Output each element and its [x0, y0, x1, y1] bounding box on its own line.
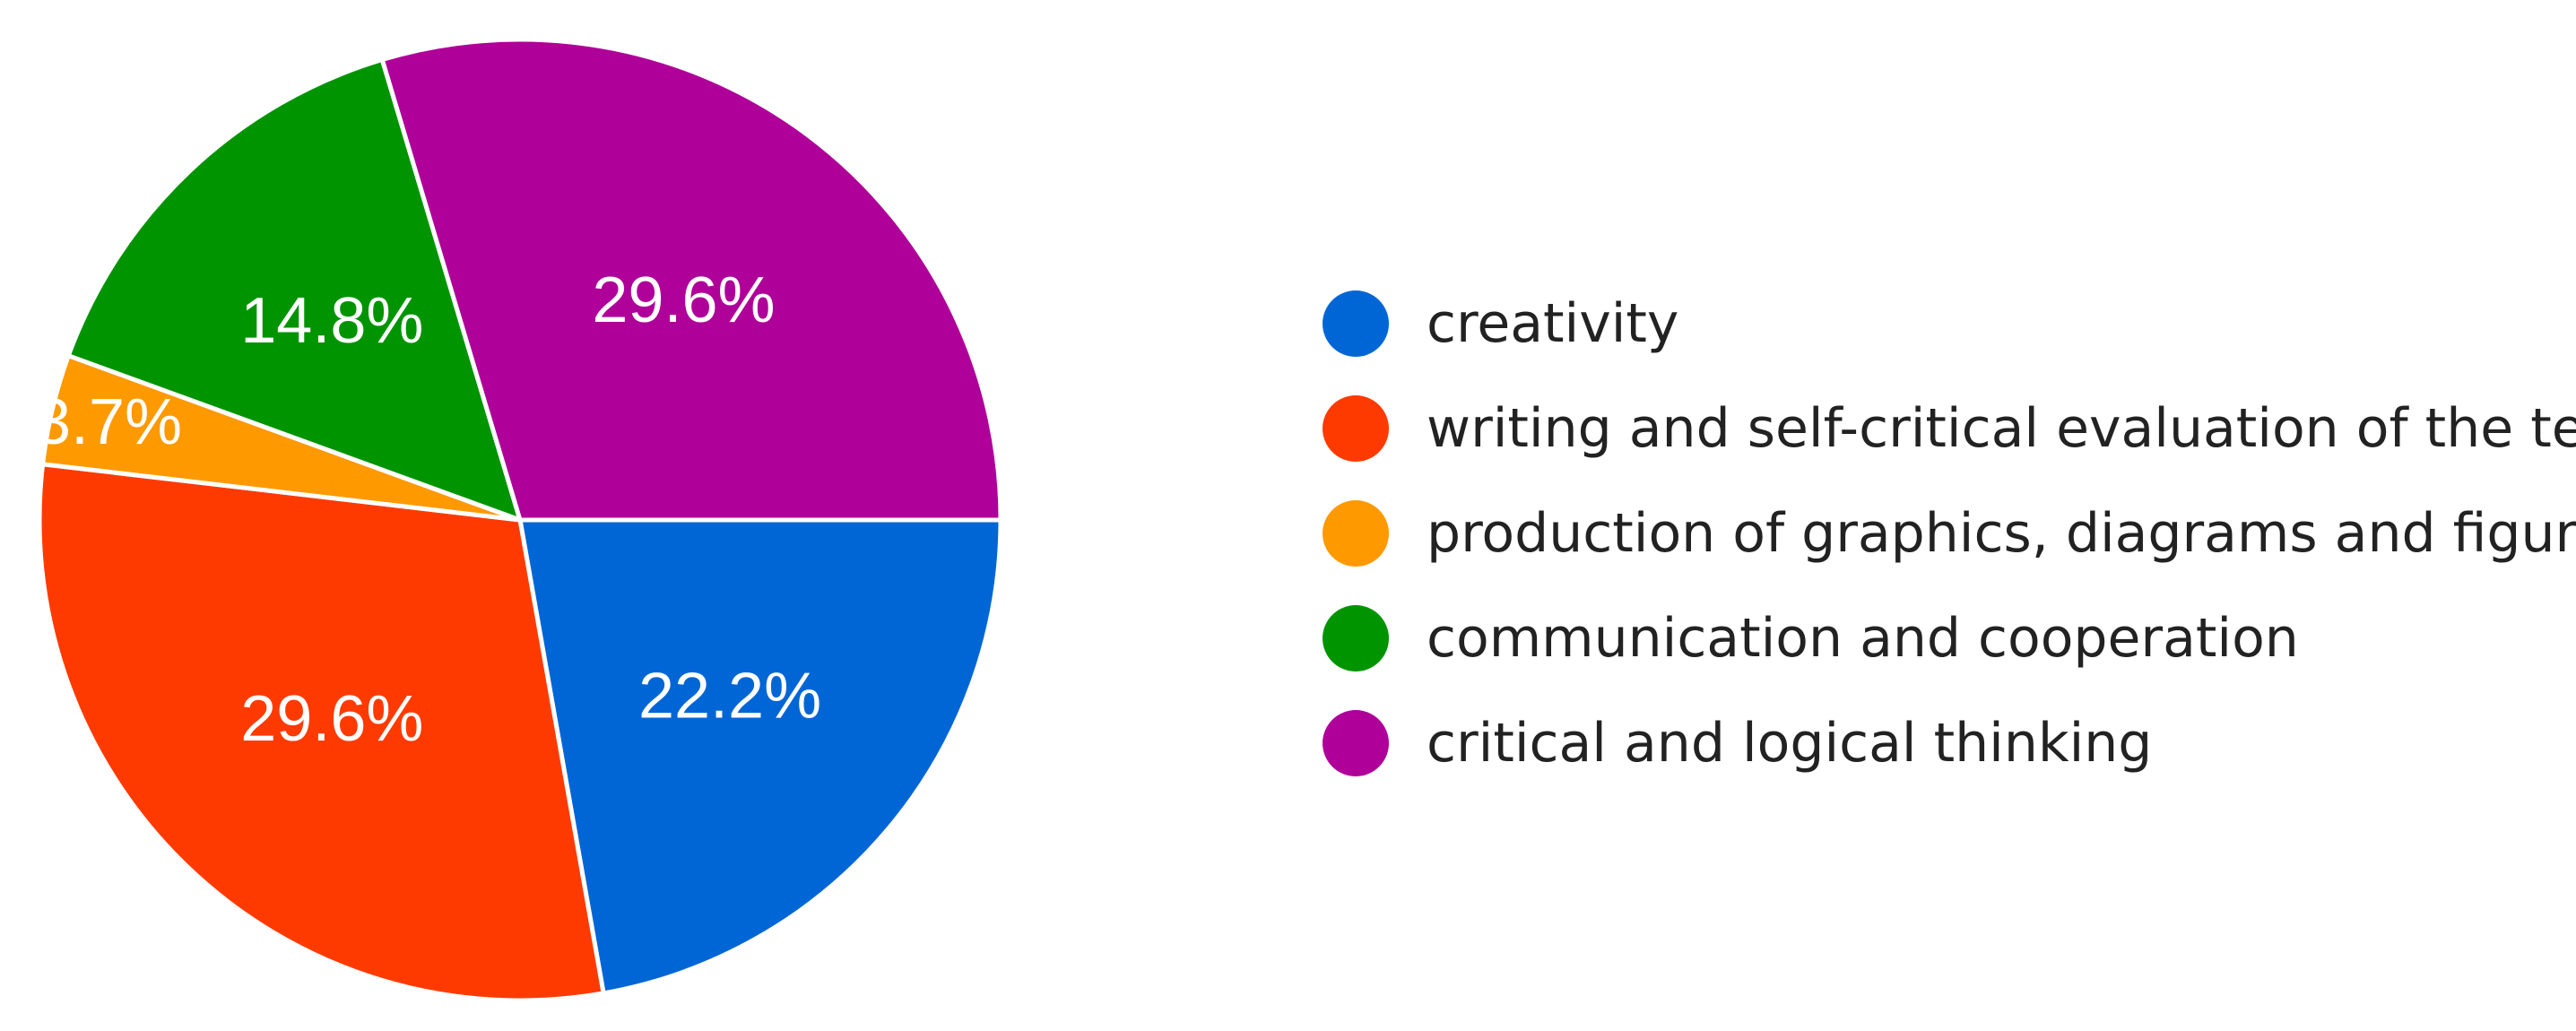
pie-slice-creativity: [517, 517, 1003, 996]
legend-swatch-creativity: [1323, 290, 1389, 357]
legend: creativity writing and self-critical eva…: [1323, 271, 2576, 795]
slice-label-communication: 14.8%: [240, 285, 423, 357]
legend-swatch-critical-thinking: [1323, 709, 1389, 776]
slice-label-graphics: 3.7%: [35, 386, 182, 458]
slice-label-creativity: 22.2%: [638, 660, 821, 732]
pie-slice-communication: [65, 57, 523, 523]
legend-item-critical-thinking: critical and logical thinking: [1323, 690, 2576, 795]
legend-item-creativity: creativity: [1323, 271, 2576, 376]
legend-item-graphics: production of graphics, diagrams and fig…: [1323, 481, 2576, 585]
legend-label-graphics: production of graphics, diagrams and fig…: [1427, 501, 2576, 565]
pie-slice-writing: [37, 462, 606, 1003]
legend-label-writing: writing and self-critical evaluation of …: [1427, 396, 2576, 460]
slice-label-writing: 29.6%: [240, 683, 423, 755]
legend-item-communication: communication and cooperation: [1323, 585, 2576, 690]
slice-label-critical-thinking: 29.6%: [592, 264, 775, 336]
legend-label-creativity: creativity: [1427, 291, 1679, 355]
legend-swatch-communication: [1323, 604, 1389, 671]
legend-item-writing: writing and self-critical evaluation of …: [1323, 376, 2576, 481]
pie-plot: 22.2% 29.6% 3.7% 14.8% 29.6%: [35, 37, 1003, 1003]
legend-swatch-writing: [1323, 394, 1389, 462]
legend-label-communication: communication and cooperation: [1427, 606, 2299, 670]
legend-label-critical-thinking: critical and logical thinking: [1427, 711, 2153, 775]
legend-swatch-graphics: [1323, 499, 1389, 567]
pie-slice-critical-thinking: [379, 37, 1003, 523]
